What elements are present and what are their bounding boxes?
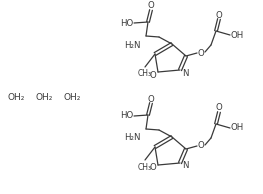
Text: O: O (216, 10, 222, 20)
Text: O: O (148, 2, 154, 10)
Text: HO: HO (120, 18, 134, 28)
Text: O: O (150, 70, 156, 80)
Text: OH: OH (230, 30, 244, 40)
Text: N: N (182, 68, 188, 77)
Text: OH₂: OH₂ (36, 93, 53, 101)
Text: N: N (182, 161, 188, 171)
Text: OH₂: OH₂ (64, 93, 81, 101)
Text: O: O (150, 164, 156, 172)
Text: HO: HO (120, 112, 134, 120)
Text: O: O (148, 94, 154, 104)
Text: O: O (216, 104, 222, 113)
Text: CH₃: CH₃ (138, 163, 152, 171)
Text: CH₃: CH₃ (138, 69, 152, 79)
Text: H₂N: H₂N (124, 133, 140, 143)
Text: O: O (198, 48, 204, 57)
Text: H₂N: H₂N (124, 41, 140, 49)
Text: OH: OH (230, 124, 244, 133)
Text: OH₂: OH₂ (8, 93, 25, 101)
Text: O: O (198, 141, 204, 151)
